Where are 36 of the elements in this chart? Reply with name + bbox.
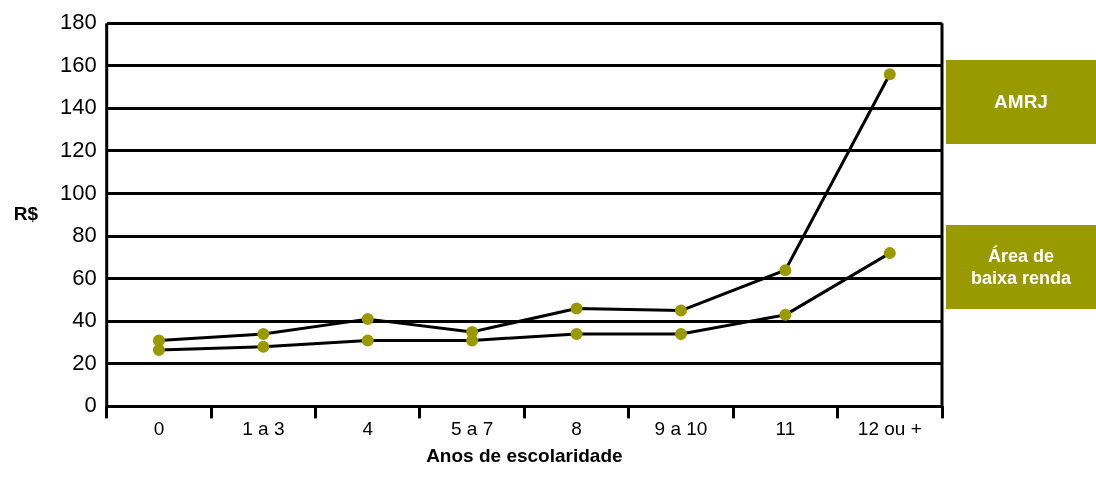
y-tick-label: 40 bbox=[72, 307, 97, 333]
x-tick-label: 12 ou + bbox=[857, 418, 922, 440]
text: AMRJ bbox=[946, 60, 1096, 144]
y-tick-label: 20 bbox=[72, 349, 97, 375]
point bbox=[570, 328, 583, 341]
x-tick-label: 8 bbox=[571, 418, 582, 440]
text: Área de baixa renda bbox=[946, 225, 1096, 309]
y-tick-label: 140 bbox=[59, 94, 97, 120]
x-tick-label: 9 a 10 bbox=[654, 418, 708, 440]
point bbox=[570, 302, 583, 315]
y-tick-label: 180 bbox=[59, 9, 97, 35]
x-tick-label: 1 a 3 bbox=[242, 418, 285, 440]
point bbox=[779, 308, 792, 321]
x-tick-label: 5 a 7 bbox=[451, 418, 494, 440]
point bbox=[779, 264, 792, 277]
point bbox=[674, 304, 687, 317]
y-tick-label: 80 bbox=[72, 222, 97, 248]
point bbox=[257, 328, 270, 341]
point bbox=[361, 334, 374, 347]
y-tick-label: 100 bbox=[59, 179, 97, 205]
y-tick-label: 120 bbox=[59, 137, 97, 162]
y-axis-title: R$ bbox=[13, 203, 39, 225]
point bbox=[883, 247, 896, 260]
y-tick-label: 0 bbox=[84, 392, 97, 418]
x-tick-label: 11 bbox=[775, 418, 796, 440]
point bbox=[674, 328, 687, 341]
x-tick-label: 0 bbox=[153, 418, 165, 440]
point bbox=[152, 334, 165, 347]
point bbox=[883, 68, 896, 81]
y-tick-label: 60 bbox=[72, 264, 97, 290]
point bbox=[361, 313, 374, 326]
x-axis-title: Anos de escolaridade bbox=[426, 444, 623, 466]
point bbox=[257, 340, 270, 353]
y-tick-label: 160 bbox=[59, 51, 97, 77]
point bbox=[466, 325, 479, 338]
x-tick-label: 4 bbox=[362, 418, 374, 440]
